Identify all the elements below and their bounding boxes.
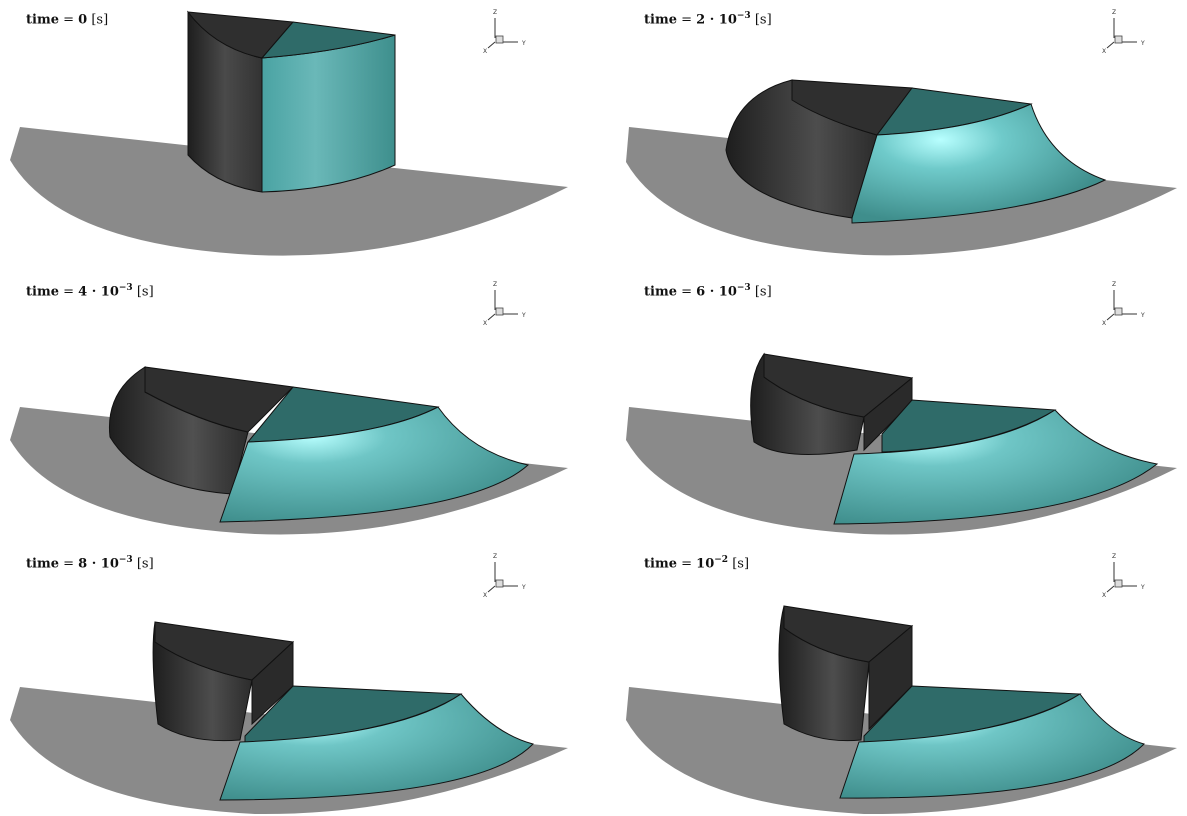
axis-triad-icon: Z Y X — [483, 281, 526, 326]
fluid-side — [219, 693, 534, 801]
time-label: time = 6 · 10−3 [s] — [644, 283, 772, 300]
time-label: time = 0 [s] — [26, 12, 109, 28]
fluid-side — [839, 693, 1145, 799]
fluid-side — [851, 103, 1107, 224]
y-axis-label: Y — [1140, 584, 1145, 591]
axis-triad-icon: Z Y X — [1102, 281, 1145, 326]
axis-triad-icon: Z Y X — [1102, 553, 1145, 598]
x-axis-label: X — [1102, 48, 1106, 54]
snapshot-panel-0: time = 0 [s] Z Y X — [0, 0, 594, 272]
simulation-render — [626, 352, 1177, 535]
simulation-render — [626, 79, 1177, 256]
y-axis-label: Y — [521, 40, 526, 47]
time-label: time = 4 · 10−3 [s] — [26, 283, 154, 300]
time-label: time = 2 · 10−3 [s] — [644, 11, 772, 28]
simulation-render — [10, 366, 568, 535]
snapshot-panel-5: time = 10−2 [s] Z Y X — [594, 544, 1187, 816]
z-axis-label: Z — [493, 553, 497, 560]
axis-triad-icon: Z Y X — [1102, 9, 1145, 54]
snapshot-panel-1: time = 2 · 10−3 [s] Z Y X — [594, 0, 1187, 272]
axis-triad-icon: Z Y X — [483, 9, 526, 54]
simulation-render — [626, 605, 1177, 815]
fluid-cylinder-top — [260, 21, 396, 59]
x-axis-label: X — [483, 592, 487, 598]
snapshot-panel-4: time = 8 · 10−3 [s] Z Y X — [0, 544, 594, 816]
z-axis-label: Z — [493, 281, 497, 288]
time-label: time = 8 · 10−3 [s] — [26, 555, 154, 572]
fluid-side — [219, 406, 530, 523]
z-axis-label: Z — [1112, 281, 1116, 288]
ground-plane — [10, 127, 568, 256]
y-axis-label: Y — [1140, 312, 1145, 319]
snapshot-panel-2: time = 4 · 10−3 [s] Z Y X — [0, 272, 594, 544]
fluid-side — [833, 409, 1159, 525]
x-axis-label: X — [1102, 592, 1106, 598]
axis-triad-icon: Z Y X — [483, 553, 526, 598]
y-axis-label: Y — [521, 312, 526, 319]
dark-fluid-top — [144, 366, 295, 433]
simulation-render — [10, 10, 568, 256]
snapshot-panel-3: time = 6 · 10−3 [s] Z Y X — [594, 272, 1187, 544]
time-label: time = 10−2 [s] — [644, 555, 750, 572]
fluid-cylinder-side — [261, 34, 396, 193]
y-axis-label: Y — [521, 584, 526, 591]
z-axis-label: Z — [1112, 553, 1116, 560]
x-axis-label: X — [1102, 320, 1106, 326]
z-axis-label: Z — [493, 9, 497, 16]
z-axis-label: Z — [1112, 9, 1116, 16]
x-axis-label: X — [483, 320, 487, 326]
simulation-render — [10, 621, 568, 815]
x-axis-label: X — [483, 48, 487, 54]
y-axis-label: Y — [1140, 40, 1145, 47]
